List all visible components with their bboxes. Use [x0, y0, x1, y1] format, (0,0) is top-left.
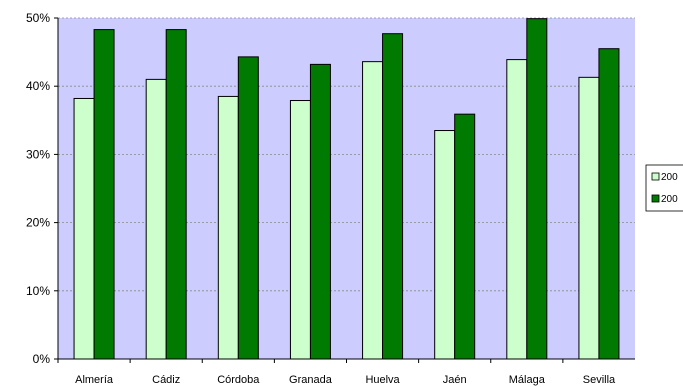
bar — [362, 61, 384, 360]
y-tick-label: 0% — [33, 352, 51, 366]
x-tick-label: Huelva — [365, 374, 400, 386]
bar — [145, 78, 167, 360]
bar — [434, 130, 456, 360]
x-tick-label: Granada — [289, 374, 333, 386]
bar — [93, 29, 115, 360]
legend-swatch — [651, 172, 660, 181]
bar — [165, 29, 187, 360]
x-tick-label: Córdoba — [217, 374, 260, 386]
y-tick-label: 50% — [26, 11, 50, 25]
y-tick-label: 30% — [26, 147, 50, 161]
plot-area — [58, 18, 635, 359]
bar — [506, 59, 528, 360]
bar — [73, 97, 95, 360]
legend-swatch — [651, 194, 660, 203]
legend: 200 200 — [645, 164, 683, 212]
x-tick-label: Cádiz — [152, 374, 180, 386]
bar — [598, 48, 620, 360]
y-tick-label: 40% — [26, 79, 50, 93]
bar — [578, 76, 600, 360]
legend-label: 200 — [661, 194, 678, 205]
bar — [289, 100, 311, 360]
y-axis-tick-labels: 0% 10% 20% 30% 40% 50% — [26, 11, 50, 366]
x-tick-label: Málaga — [509, 374, 546, 386]
x-tick-label: Jaén — [443, 374, 467, 386]
y-tick-label: 10% — [26, 284, 50, 298]
bar — [309, 63, 331, 360]
bar — [237, 56, 259, 360]
legend-label: 200 — [661, 172, 678, 183]
bar — [454, 113, 476, 360]
y-tick-label: 20% — [26, 216, 50, 230]
x-tick-label: Almería — [75, 374, 114, 386]
x-axis-tick-labels: Almería Cádiz Córdoba Granada Huelva Jaén Mála… — [57, 359, 616, 386]
x-tick-label: Sevilla — [583, 374, 616, 386]
bar — [217, 95, 239, 360]
bar — [526, 18, 548, 360]
bar — [382, 33, 404, 360]
